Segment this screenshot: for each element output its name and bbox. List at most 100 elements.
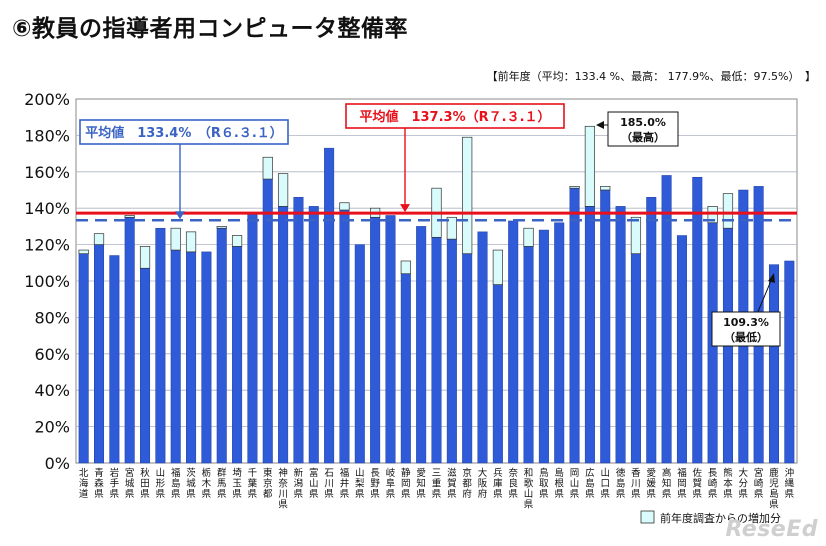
x-category-label: 鹿児島県	[769, 467, 779, 511]
x-category-label: 島根県	[554, 467, 564, 500]
bar-current	[94, 244, 105, 464]
y-tick-label: 80%	[34, 308, 70, 327]
x-category-label: 兵庫県	[493, 467, 503, 500]
bar-increase	[124, 215, 135, 218]
bar-increase	[446, 216, 457, 240]
bar-increase	[170, 227, 181, 251]
x-category-label: 高知県	[662, 467, 672, 500]
y-tick-label: 120%	[24, 236, 70, 255]
bar-current	[293, 197, 304, 464]
bar-current	[692, 177, 703, 464]
bar-increase	[630, 216, 642, 255]
legend-label: 前年度調査からの増加分	[660, 511, 781, 525]
x-category-label: 宮城県	[125, 467, 135, 500]
bar-increase	[400, 260, 411, 275]
bar-current	[477, 231, 488, 464]
bar-current	[676, 235, 687, 464]
bar-increase	[139, 246, 151, 269]
x-category-label: 和歌山県	[524, 468, 534, 511]
x-category-label: 佐賀県	[693, 467, 703, 500]
x-category-label: 三重県	[432, 468, 442, 500]
max-value-label: 185.0%	[620, 116, 666, 129]
bar-current	[661, 175, 672, 464]
bar-current	[492, 284, 503, 464]
x-category-label: 福島県	[171, 467, 181, 500]
max-callout-box	[607, 111, 679, 147]
bar-current	[370, 217, 381, 464]
bar-increase	[569, 186, 580, 189]
x-category-label: 岡山県	[570, 468, 580, 500]
y-tick-label: 200%	[24, 90, 70, 109]
x-category-label: 埼玉県	[232, 467, 242, 500]
y-tick-label: 20%	[34, 418, 70, 437]
bar-current	[232, 246, 243, 464]
x-category-label: 山形県	[156, 468, 166, 500]
y-tick-label: 140%	[24, 199, 70, 218]
x-category-label: 福井県	[340, 467, 350, 500]
bar-current	[186, 251, 197, 464]
x-category-label: 秋田県	[140, 467, 150, 500]
x-category-label: 大分県	[739, 467, 749, 500]
bar-current	[278, 206, 289, 464]
x-category-label: 群馬県	[217, 467, 227, 500]
x-category-label: 宮崎県	[754, 467, 764, 500]
y-tick-label: 0%	[45, 454, 70, 473]
x-category-label: 長野県	[370, 468, 380, 500]
bar-current	[768, 264, 779, 464]
x-category-label: 福岡県	[677, 467, 687, 500]
avg-curr-box	[345, 103, 565, 129]
bar-increase	[339, 202, 350, 211]
min-callout-line	[756, 275, 774, 315]
legend-swatch	[640, 510, 655, 524]
x-category-label: 鳥取県	[539, 467, 549, 500]
bar-increase	[93, 233, 105, 245]
x-category-label: 岩手県	[110, 467, 120, 500]
bar-current	[630, 253, 641, 464]
x-category-label: 茨城県	[186, 467, 196, 500]
y-tick-label: 100%	[24, 272, 70, 291]
x-category-label: 愛知県	[416, 467, 426, 500]
bar-current	[324, 147, 335, 464]
chart-subtitle: 【前年度（平均：133.4 %、最高： 177.9%、最低：97.5%） 】	[486, 70, 816, 83]
min-callout-box	[711, 311, 781, 347]
bar-current	[446, 238, 457, 464]
bar-current	[523, 246, 534, 464]
x-category-label: 沖縄県	[785, 467, 795, 500]
bar-current	[109, 255, 120, 464]
x-category-label: 広島県	[585, 467, 595, 500]
x-category-label: 栃木県	[202, 467, 212, 500]
x-category-label: 石川県	[324, 468, 334, 500]
x-category-label: 静岡県	[401, 467, 411, 500]
max-callout-arrowhead	[596, 121, 604, 129]
x-category-label: 香川県	[631, 468, 641, 500]
bar-current	[247, 213, 258, 464]
bar-increase	[78, 249, 89, 255]
x-category-label: 京都府	[462, 467, 472, 500]
bar-current	[124, 217, 135, 464]
x-category-label: 大阪府	[478, 467, 488, 500]
x-category-label: 神奈川県	[278, 467, 288, 511]
bar-current	[155, 227, 166, 464]
bar-increase	[185, 231, 197, 253]
bar-current	[584, 206, 595, 464]
bar-increase	[600, 186, 611, 191]
bar-current	[600, 189, 611, 464]
x-category-label: 愛媛県	[647, 467, 657, 500]
y-tick-label: 60%	[34, 345, 70, 364]
bar-current	[554, 222, 565, 464]
bar-current	[400, 273, 411, 464]
bar-current	[140, 268, 151, 464]
bar-increase	[231, 235, 243, 247]
bar-current	[462, 253, 473, 464]
avg-curr-label: 平均値 137.3%（R７.３.１）	[359, 109, 550, 125]
bar-increase	[462, 136, 473, 255]
min-caption-label: （最低）	[724, 330, 768, 344]
x-category-label: 新潟県	[294, 467, 304, 500]
bar-current	[416, 226, 427, 464]
y-tick-label: 160%	[24, 163, 70, 182]
resed-logo: ReseEd	[725, 517, 818, 542]
bar-current	[385, 215, 396, 464]
avg-prev-box	[79, 119, 289, 145]
bar-current	[431, 237, 442, 464]
